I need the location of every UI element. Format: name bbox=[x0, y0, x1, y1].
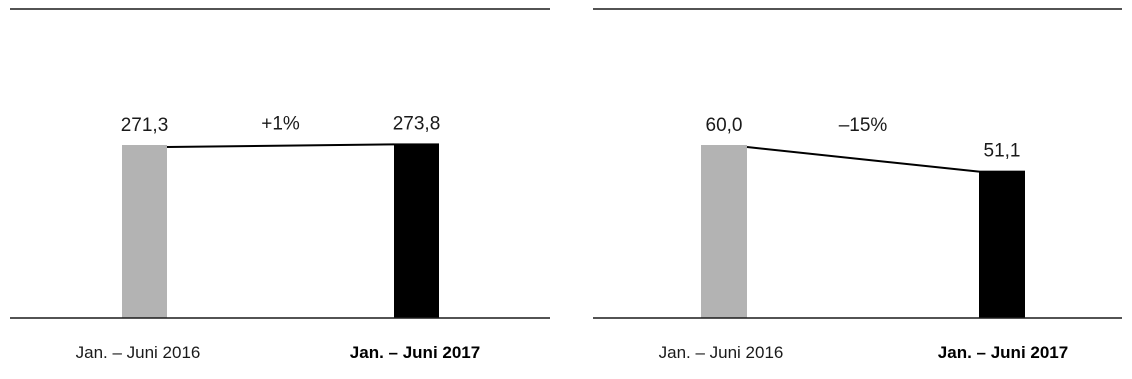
category-label-2-2: Jan. – Juni 2017 bbox=[938, 343, 1068, 362]
value-label-1-2: 273,8 bbox=[393, 113, 441, 134]
bar-1-1 bbox=[122, 145, 167, 318]
change-label-1: +1% bbox=[261, 113, 300, 134]
category-label-1-1: Jan. – Juni 2016 bbox=[76, 343, 201, 362]
bar-2-2 bbox=[979, 170, 1025, 318]
value-label-2-2: 51,1 bbox=[984, 141, 1021, 162]
change-label-2: –15% bbox=[839, 115, 888, 136]
value-label-1-1: 271,3 bbox=[121, 115, 169, 136]
category-label-1-2: Jan. – Juni 2017 bbox=[350, 343, 480, 362]
value-label-2-1: 60,0 bbox=[706, 115, 743, 136]
change-connector-2 bbox=[746, 146, 980, 173]
bar-1-2 bbox=[394, 143, 439, 318]
category-label-2-1: Jan. – Juni 2016 bbox=[659, 343, 784, 362]
change-connector-1 bbox=[166, 143, 395, 148]
bar-2-1 bbox=[701, 145, 747, 318]
